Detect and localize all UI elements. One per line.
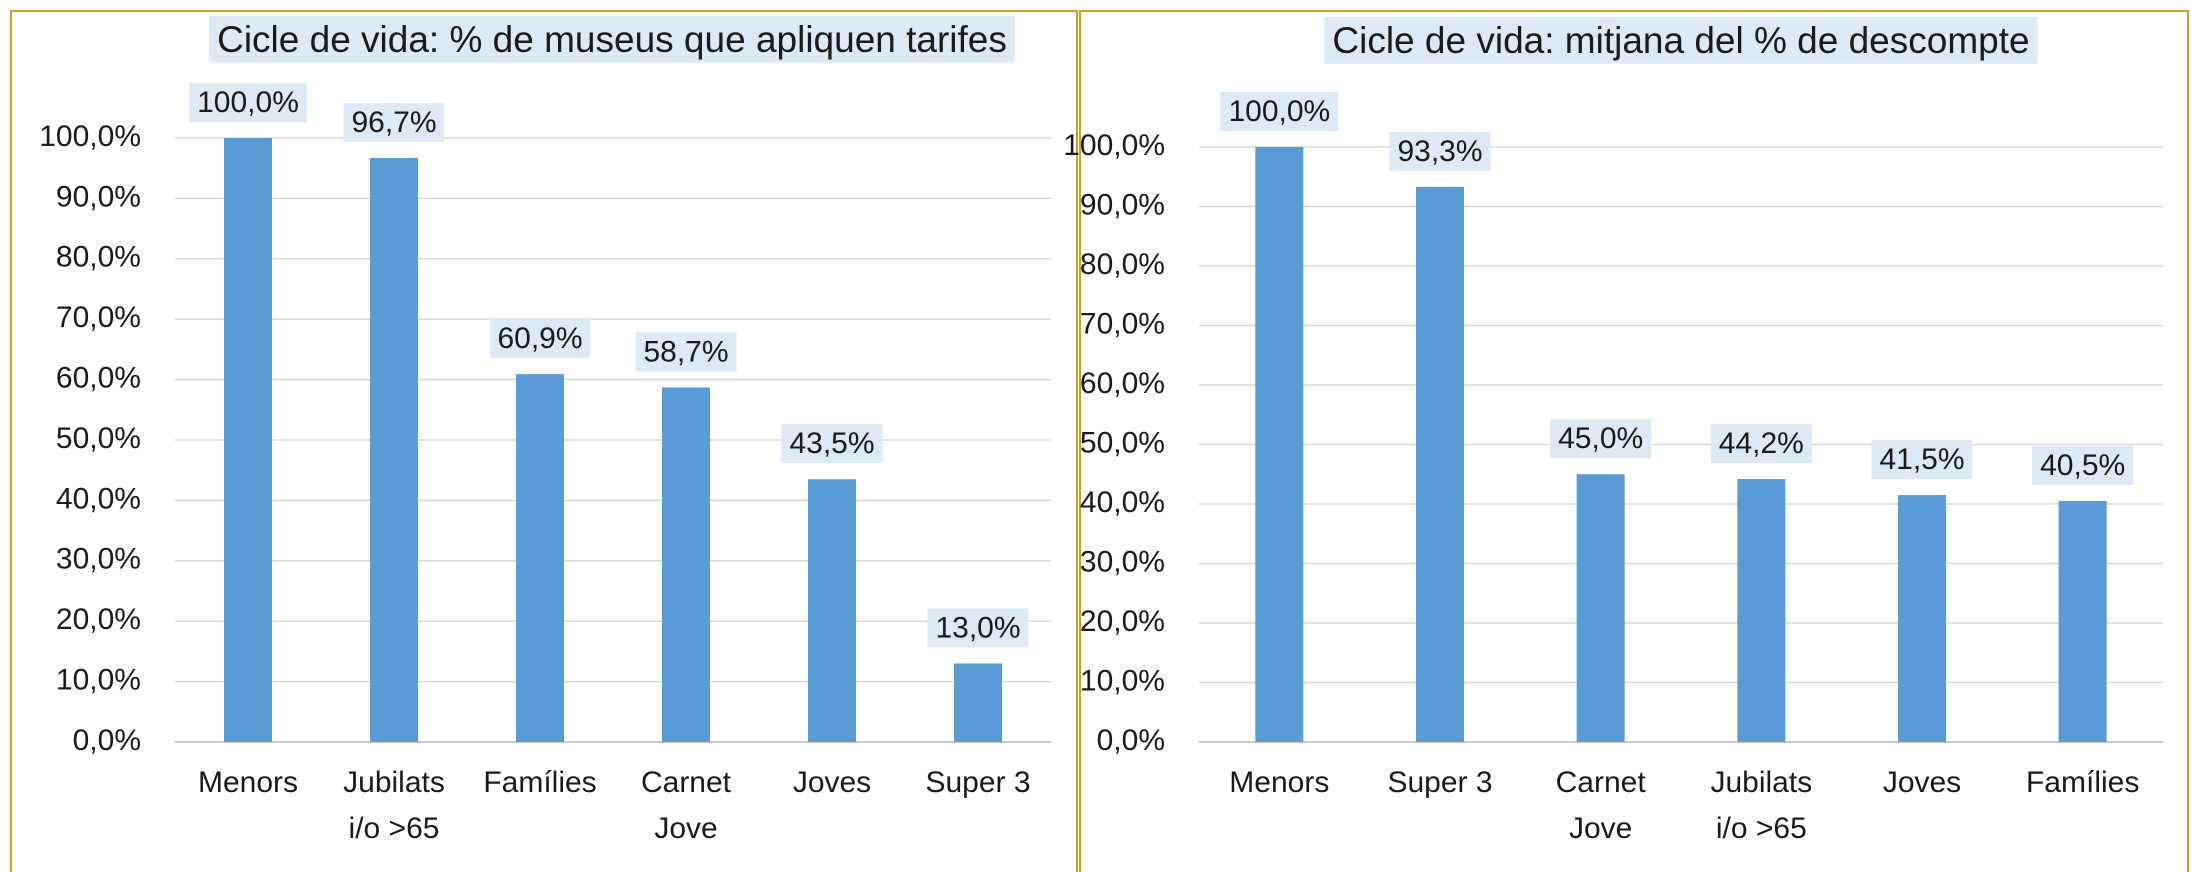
x-tick-label: Jubilats i/o >65	[343, 766, 445, 845]
label-background	[781, 424, 883, 464]
panel-border	[1079, 10, 2189, 872]
data-label: 43,5%	[789, 427, 874, 460]
y-tick-label: 30,0%	[56, 543, 141, 576]
data-label: 100,0%	[1228, 95, 1330, 128]
y-tick-label: 0,0%	[1097, 724, 1165, 757]
label-background	[209, 15, 1015, 63]
y-tick-label: 80,0%	[1080, 248, 1165, 281]
x-tick-label: Menors	[1229, 766, 1329, 799]
bar	[662, 387, 710, 742]
bar	[370, 157, 418, 742]
bar	[516, 374, 564, 742]
data-label: 96,7%	[351, 106, 436, 139]
label-background	[2032, 445, 2134, 485]
chart-title: Cicle de vida: mitjana del % de descompt…	[1332, 20, 2029, 61]
data-label: 100,0%	[197, 86, 299, 119]
x-tick-label: Super 3	[925, 766, 1030, 799]
bar	[2058, 501, 2107, 742]
label-background	[189, 82, 307, 122]
label-background	[1871, 439, 1973, 479]
bar	[1255, 147, 1304, 742]
x-tick-label: Super 3	[1387, 766, 1492, 799]
bar	[224, 138, 272, 742]
panel-border	[10, 10, 1078, 872]
y-tick-label: 70,0%	[56, 301, 141, 334]
y-tick-label: 60,0%	[56, 362, 141, 395]
data-label: 45,0%	[1558, 422, 1643, 455]
y-tick-label: 0,0%	[73, 724, 141, 757]
y-tick-label: 100,0%	[39, 120, 141, 153]
y-tick-label: 10,0%	[1080, 664, 1165, 697]
x-tick-label: Famílies	[483, 766, 596, 799]
x-tick-label: Joves	[1883, 766, 1961, 799]
data-label: 41,5%	[1879, 443, 1964, 476]
label-background	[343, 102, 445, 142]
data-label: 60,9%	[497, 322, 582, 355]
label-background	[1389, 131, 1491, 171]
data-label: 58,7%	[643, 335, 728, 368]
y-tick-label: 50,0%	[56, 422, 141, 455]
bar	[1737, 479, 1786, 742]
bar	[954, 663, 1002, 742]
label-background	[489, 319, 591, 359]
data-label: 93,3%	[1397, 135, 1482, 168]
y-tick-label: 70,0%	[1080, 307, 1165, 340]
x-tick-label: Jubilats i/o >65	[1710, 766, 1812, 845]
data-label: 40,5%	[2040, 449, 2125, 482]
x-tick-label: Menors	[198, 766, 298, 799]
y-tick-label: 40,0%	[56, 482, 141, 515]
label-background	[1220, 91, 1339, 131]
y-tick-label: 20,0%	[56, 603, 141, 636]
y-tick-label: 40,0%	[1080, 486, 1165, 519]
bar	[808, 479, 856, 742]
x-tick-label: Carnet Jove	[1556, 766, 1647, 845]
bar	[1898, 495, 1946, 742]
y-tick-label: 90,0%	[56, 180, 141, 213]
label-background	[1550, 419, 1652, 459]
label-background	[927, 608, 1029, 648]
y-tick-label: 30,0%	[1080, 545, 1165, 578]
x-tick-label: Famílies	[2026, 766, 2139, 799]
x-tick-label: Joves	[793, 766, 871, 799]
y-tick-label: 90,0%	[1080, 188, 1165, 221]
label-background	[635, 332, 737, 372]
label-background	[1324, 16, 2038, 64]
x-tick-label: Carnet Jove	[641, 766, 732, 845]
bar	[1576, 474, 1625, 742]
bar	[1416, 186, 1464, 743]
label-background	[1710, 423, 1812, 463]
chart-title: Cicle de vida: % de museus que apliquen …	[217, 19, 1007, 60]
y-tick-label: 80,0%	[56, 241, 141, 274]
y-tick-label: 60,0%	[1080, 367, 1165, 400]
y-tick-label: 10,0%	[56, 664, 141, 697]
y-tick-label: 20,0%	[1080, 605, 1165, 638]
y-tick-label: 50,0%	[1080, 426, 1165, 459]
data-label: 13,0%	[935, 611, 1020, 644]
data-label: 44,2%	[1719, 427, 1804, 460]
y-tick-label: 100,0%	[1063, 129, 1165, 162]
